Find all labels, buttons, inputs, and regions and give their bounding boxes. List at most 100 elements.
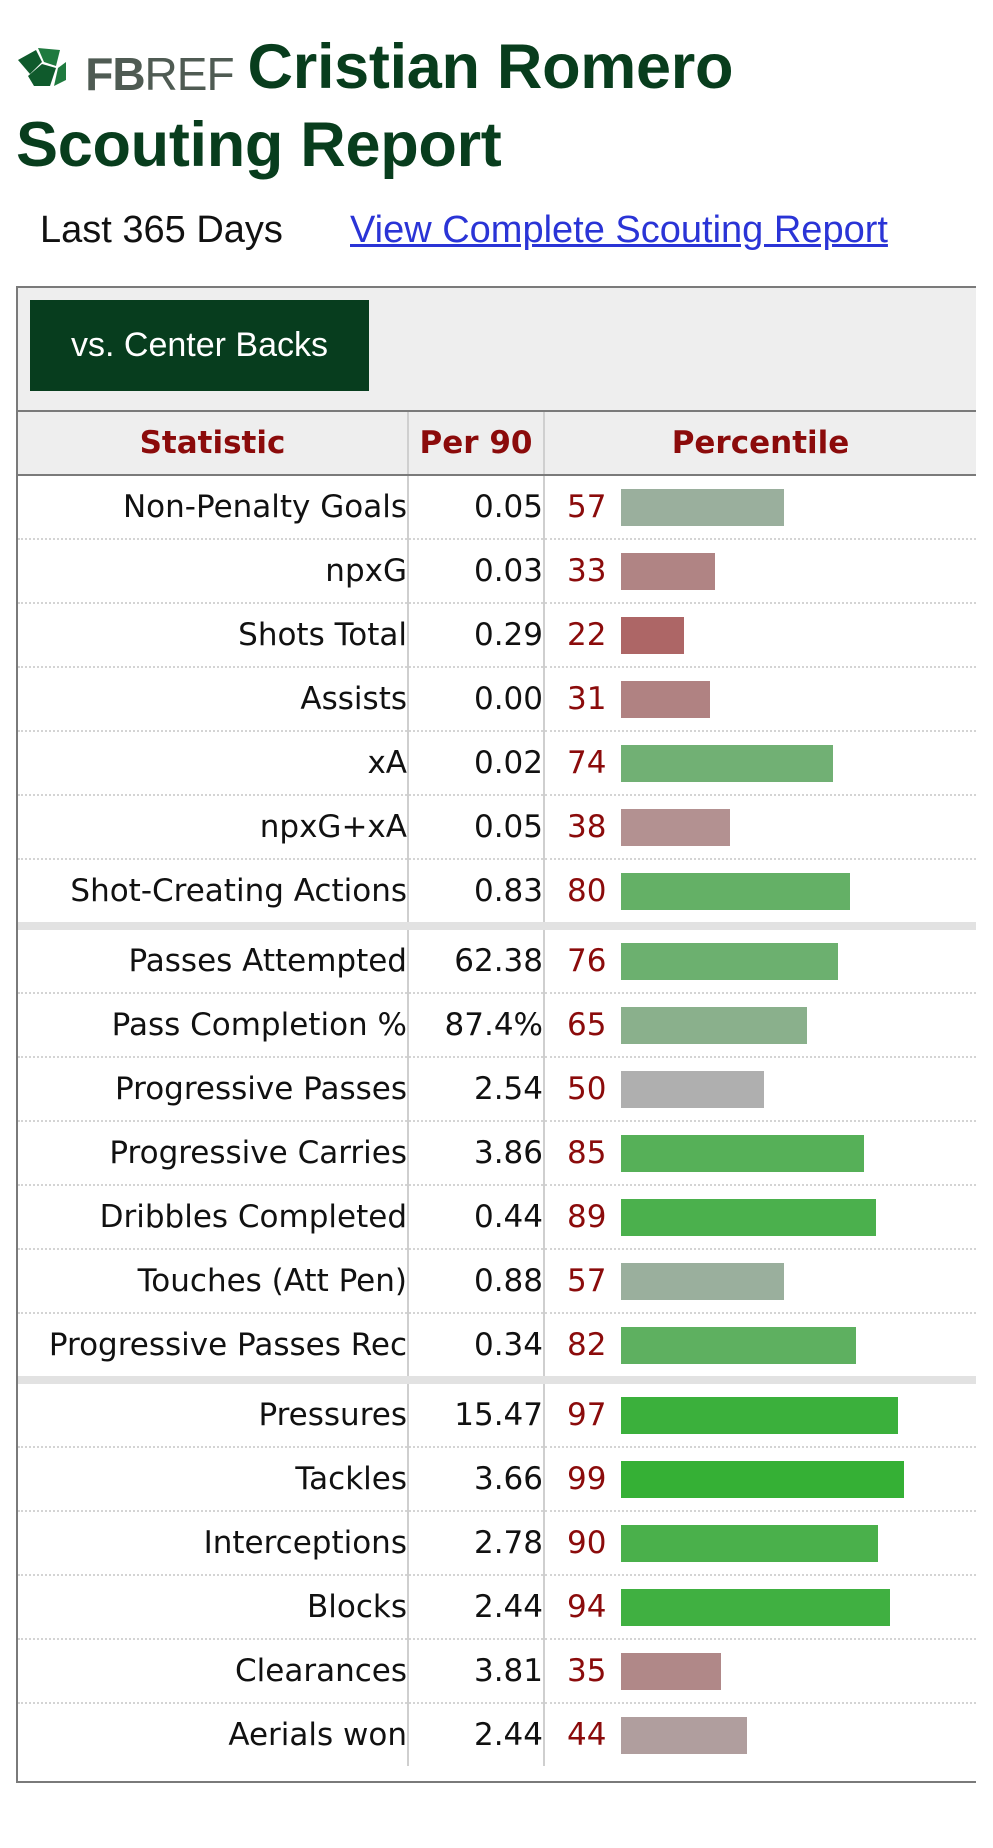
percentile-cell: 80	[544, 859, 976, 930]
table-row: Aerials won 2.44 44	[18, 1703, 976, 1766]
percentile-cell: 97	[544, 1380, 976, 1448]
stat-name-cell[interactable]: Pressures	[18, 1380, 409, 1448]
stat-name-cell[interactable]: Touches (Att Pen)	[18, 1249, 409, 1314]
col-header-percentile[interactable]: Percentile	[544, 412, 976, 476]
title-line-1: FBREF Cristian Romero	[16, 28, 976, 106]
stat-name-cell[interactable]: Progressive Passes	[18, 1057, 409, 1122]
percentile-bar	[621, 1135, 864, 1172]
table-row: Clearances 3.81 35	[18, 1639, 976, 1704]
percentile-cell: 33	[544, 539, 976, 604]
col-header-per90[interactable]: Per 90	[408, 412, 545, 476]
table-row: Pressures 15.47 97	[18, 1380, 976, 1448]
percentile-value: 50	[567, 1071, 607, 1107]
stat-name-cell[interactable]: Progressive Passes Rec	[18, 1313, 409, 1384]
table-row: Progressive Passes 2.54 50	[18, 1057, 976, 1122]
per90-cell: 0.05	[408, 475, 545, 540]
percentile-value: 90	[567, 1525, 607, 1561]
percentile-bar	[621, 1397, 898, 1434]
percentile-value: 38	[567, 809, 607, 845]
percentile-cell: 57	[544, 1249, 976, 1314]
percentile-bar	[621, 617, 684, 654]
percentile-cell: 31	[544, 667, 976, 732]
stat-name-cell[interactable]: npxG	[18, 539, 409, 604]
table-row: npxG+xA 0.05 38	[18, 795, 976, 860]
percentile-bar	[621, 1461, 904, 1498]
stat-name-cell[interactable]: Interceptions	[18, 1511, 409, 1576]
per90-cell: 87.4%	[408, 993, 545, 1058]
table-row: Dribbles Completed 0.44 89	[18, 1185, 976, 1250]
percentile-bar	[621, 553, 715, 590]
stat-name-cell[interactable]: Shots Total	[18, 603, 409, 668]
table-row: Passes Attempted 62.38 76	[18, 926, 976, 994]
stat-name-cell[interactable]: Clearances	[18, 1639, 409, 1704]
table-row: Progressive Passes Rec 0.34 82	[18, 1313, 976, 1384]
percentile-cell: 90	[544, 1511, 976, 1576]
percentile-value: 76	[567, 943, 607, 979]
percentile-value: 44	[567, 1717, 607, 1753]
per90-cell: 0.34	[408, 1313, 545, 1384]
stat-name-cell[interactable]: Non-Penalty Goals	[18, 475, 409, 540]
percentile-cell: 74	[544, 731, 976, 796]
percentile-bar	[621, 1589, 890, 1626]
title-line-2: Scouting Report	[16, 110, 502, 180]
stat-name-cell[interactable]: Pass Completion %	[18, 993, 409, 1058]
table-row: xA 0.02 74	[18, 731, 976, 796]
table-row: Touches (Att Pen) 0.88 57	[18, 1249, 976, 1314]
per90-cell: 0.83	[408, 859, 545, 930]
per90-cell: 0.88	[408, 1249, 545, 1314]
stat-name-cell[interactable]: Blocks	[18, 1575, 409, 1640]
percentile-bar	[621, 809, 730, 846]
percentile-cell: 44	[544, 1703, 976, 1766]
per90-cell: 3.66	[408, 1447, 545, 1512]
stat-name-cell[interactable]: Aerials won	[18, 1703, 409, 1766]
percentile-bar	[621, 1525, 878, 1562]
per90-cell: 0.44	[408, 1185, 545, 1250]
view-complete-report-link[interactable]: View Complete Scouting Report	[350, 209, 888, 251]
per90-cell: 0.03	[408, 539, 545, 604]
percentile-bar	[621, 1007, 807, 1044]
stat-name-cell[interactable]: xA	[18, 731, 409, 796]
table-row: Tackles 3.66 99	[18, 1447, 976, 1512]
per90-cell: 62.38	[408, 926, 545, 994]
stat-name-cell[interactable]: Progressive Carries	[18, 1121, 409, 1186]
stat-name-cell[interactable]: Shot-Creating Actions	[18, 859, 409, 930]
percentile-cell: 57	[544, 475, 976, 540]
col-header-statistic[interactable]: Statistic	[18, 412, 409, 476]
table-body: Non-Penalty Goals 0.05 57 npxG 0.03 33 Shots T…	[18, 475, 976, 1766]
table-row: npxG 0.03 33	[18, 539, 976, 604]
percentile-value: 94	[567, 1589, 607, 1625]
stat-name-cell[interactable]: Assists	[18, 667, 409, 732]
percentile-cell: 82	[544, 1313, 976, 1384]
stat-name-cell[interactable]: Tackles	[18, 1447, 409, 1512]
fbref-logo[interactable]: FBREF	[16, 36, 235, 100]
percentile-bar	[621, 1653, 721, 1690]
table-row: Blocks 2.44 94	[18, 1575, 976, 1640]
stat-name-cell[interactable]: Passes Attempted	[18, 926, 409, 994]
logo-fb-text: FB	[85, 48, 145, 100]
percentile-bar	[621, 489, 784, 526]
comparison-filter-button[interactable]: vs. Center Backs	[30, 300, 369, 391]
table-row: Shots Total 0.29 22	[18, 603, 976, 668]
per90-cell: 3.86	[408, 1121, 545, 1186]
percentile-value: 82	[567, 1327, 607, 1363]
table-row: Pass Completion % 87.4% 65	[18, 993, 976, 1058]
percentile-cell: 38	[544, 795, 976, 860]
per90-cell: 2.54	[408, 1057, 545, 1122]
percentile-cell: 76	[544, 926, 976, 994]
percentile-cell: 94	[544, 1575, 976, 1640]
percentile-value: 97	[567, 1397, 607, 1433]
fbref-ball-icon	[18, 48, 66, 86]
stat-name-cell[interactable]: Dribbles Completed	[18, 1185, 409, 1250]
table-row: Interceptions 2.78 90	[18, 1511, 976, 1576]
player-name: Cristian Romero	[247, 32, 734, 102]
percentile-bar	[621, 1263, 784, 1300]
stat-name-cell[interactable]: npxG+xA	[18, 795, 409, 860]
percentile-bar	[621, 1327, 856, 1364]
per90-cell: 0.02	[408, 731, 545, 796]
percentile-value: 35	[567, 1653, 607, 1689]
table-row: Progressive Carries 3.86 85	[18, 1121, 976, 1186]
percentile-cell: 99	[544, 1447, 976, 1512]
percentile-value: 74	[567, 745, 607, 781]
per90-cell: 2.44	[408, 1703, 545, 1766]
percentile-bar	[621, 681, 710, 718]
